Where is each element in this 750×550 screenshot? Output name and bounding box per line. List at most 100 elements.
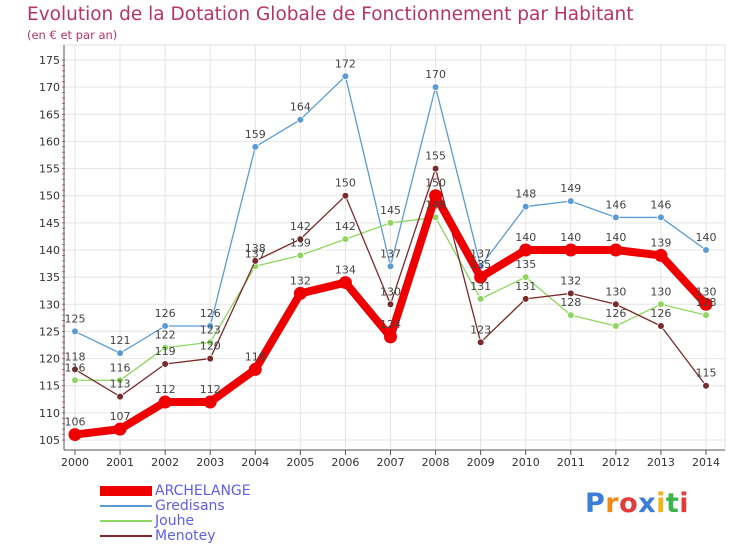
data-point: [296, 251, 305, 260]
data-point: [566, 197, 575, 205]
x-tick-label: 2002: [151, 456, 179, 469]
data-label: 140: [515, 231, 536, 244]
logo-letter: i: [656, 488, 666, 519]
y-tick-label: 150: [39, 190, 60, 203]
legend-swatch-menotey: [100, 535, 152, 537]
data-label: 132: [560, 274, 581, 287]
x-tick-label: 2011: [557, 456, 585, 469]
data-point: [206, 354, 215, 363]
data-point: [116, 376, 124, 385]
data-point: [566, 289, 575, 298]
data-label: 128: [560, 296, 581, 309]
legend-label-jouhe: Jouhe: [155, 513, 195, 529]
legend-swatch-gredisans: [100, 505, 152, 507]
data-label: 139: [290, 236, 311, 249]
x-tick-label: 2012: [602, 456, 630, 469]
data-point: [158, 395, 172, 409]
legend-swatch-jouhe: [100, 520, 152, 522]
data-label: 123: [470, 323, 491, 336]
logo-letter: x: [638, 488, 657, 519]
data-label: 126: [605, 307, 626, 320]
data-label: 132: [290, 274, 311, 287]
logo-letter: P: [585, 488, 606, 519]
data-point: [251, 143, 260, 151]
data-label: 150: [335, 177, 356, 190]
data-point: [296, 115, 305, 124]
x-tick-label: 2008: [422, 456, 450, 469]
data-point: [521, 202, 530, 211]
data-label: 135: [515, 258, 536, 271]
logo-letter: r: [605, 488, 620, 519]
data-point: [702, 246, 710, 254]
data-label: 148: [515, 188, 536, 201]
data-point: [519, 243, 533, 257]
data-point: [429, 189, 443, 203]
data-point: [113, 422, 127, 436]
data-point: [384, 330, 397, 344]
y-tick-label: 135: [39, 271, 60, 284]
data-point: [431, 164, 440, 173]
data-point: [476, 338, 485, 347]
data-label: 118: [245, 350, 266, 363]
data-point: [699, 297, 713, 311]
data-label: 140: [560, 231, 581, 244]
data-point: [116, 392, 124, 401]
data-point: [657, 322, 665, 330]
data-label: 113: [110, 378, 131, 391]
y-tick-label: 175: [39, 54, 60, 67]
data-point: [564, 243, 578, 257]
data-label: 106: [65, 416, 86, 429]
y-tick-label: 165: [39, 108, 60, 121]
data-label: 120: [200, 340, 221, 353]
data-label: 146: [425, 198, 446, 211]
data-label: 130: [380, 285, 401, 298]
data-point: [248, 362, 262, 376]
data-label: 126: [155, 307, 176, 320]
data-label: 139: [650, 236, 671, 249]
data-point: [654, 248, 668, 262]
y-tick-label: 145: [39, 217, 60, 230]
data-label: 142: [335, 220, 356, 233]
data-label: 140: [605, 231, 626, 244]
x-tick-label: 2009: [467, 456, 495, 469]
data-label: 172: [335, 57, 356, 70]
x-tick-label: 2013: [647, 456, 675, 469]
data-label: 170: [425, 68, 446, 81]
logo-letter: t: [665, 488, 680, 519]
data-label: 155: [425, 150, 446, 163]
x-tick-label: 2000: [61, 456, 89, 469]
legend-swatch-archelange: [100, 486, 152, 496]
legend-label-archelange: ARCHELANGE: [155, 483, 251, 499]
data-point: [71, 365, 79, 374]
chart-subtitle: (en € et par an): [27, 28, 118, 42]
x-tick-label: 2004: [241, 456, 269, 469]
data-label: 130: [605, 285, 626, 298]
y-tick-label: 105: [39, 434, 60, 447]
data-label: 131: [515, 280, 536, 293]
y-tick-label: 115: [39, 380, 60, 393]
data-label: 130: [650, 285, 671, 298]
data-label: 115: [696, 367, 717, 380]
logo-letter: o: [619, 488, 639, 519]
data-label: 128: [696, 296, 717, 309]
data-label: 145: [380, 204, 401, 217]
data-point: [338, 276, 352, 290]
data-label: 131: [470, 280, 491, 293]
data-label: 137: [245, 247, 266, 260]
data-point: [71, 327, 79, 336]
data-point: [612, 213, 620, 222]
data-point: [566, 311, 575, 319]
data-label: 126: [200, 307, 221, 320]
data-label: 116: [110, 361, 131, 374]
data-point: [657, 300, 665, 309]
data-label: 118: [65, 350, 86, 363]
y-tick-label: 155: [39, 163, 60, 176]
data-point: [612, 322, 620, 330]
data-point: [657, 213, 665, 222]
data-point: [521, 273, 530, 281]
data-point: [251, 257, 260, 265]
data-point: [296, 235, 305, 243]
data-label: 146: [650, 198, 671, 211]
data-point: [161, 343, 169, 352]
